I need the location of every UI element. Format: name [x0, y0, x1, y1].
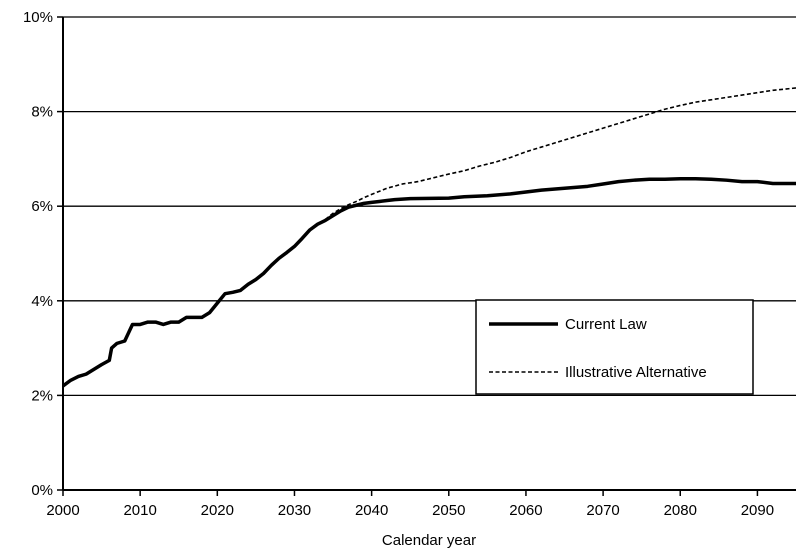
x-tick-label: 2080	[664, 502, 697, 519]
x-tick-label: 2060	[509, 502, 542, 519]
series-line-current-law	[61, 177, 796, 388]
x-tick-label: 2040	[355, 502, 388, 519]
x-tick-label: 2000	[46, 502, 79, 519]
series-group	[61, 87, 796, 388]
x-tick-label: 2030	[278, 502, 311, 519]
legend-label-1: Illustrative Alternative	[565, 364, 707, 381]
legend-label-0: Current Law	[565, 316, 647, 333]
x-tick-label: 2020	[201, 502, 234, 519]
x-tick-label: 2090	[741, 502, 774, 519]
x-axis-title: Calendar year	[382, 532, 476, 548]
x-tick-label: 2070	[586, 502, 619, 519]
x-tick-label: 2010	[123, 502, 156, 519]
axes	[57, 16, 796, 496]
y-tick-label: 8%	[31, 104, 53, 121]
legend: Current Law Illustrative Alternative	[475, 299, 754, 395]
legend-box	[475, 299, 754, 395]
y-tick-label: 10%	[23, 9, 53, 26]
tick-labels: 0% 2% 4% 6% 8% 10% 2000 2010 2020 2030 2040 2050 206…	[23, 9, 774, 519]
y-tick-label: 4%	[31, 293, 53, 310]
y-tick-label: 0%	[31, 482, 53, 499]
series-line-illustrative-alternative	[324, 87, 796, 221]
y-tick-label: 6%	[31, 198, 53, 215]
y-tick-label: 2%	[31, 387, 53, 404]
x-tick-label: 2050	[432, 502, 465, 519]
